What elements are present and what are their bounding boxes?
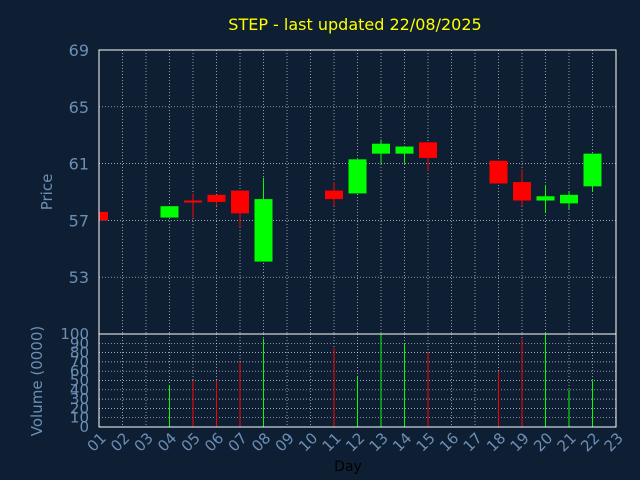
volume-tick-label: 80: [70, 344, 89, 362]
candle-body: [254, 199, 273, 262]
chart-title: STEP - last updated 22/08/2025: [228, 15, 481, 34]
price-axis-label: Price: [38, 174, 56, 211]
price-tick-label: 57: [69, 211, 89, 230]
volume-panel-frame: [98, 333, 617, 428]
candle-body: [325, 190, 343, 200]
candle-body: [99, 211, 108, 221]
volume-tick-label: 20: [70, 399, 89, 417]
candle-body: [419, 142, 437, 158]
price-y-ticks: 53 57 61 65 69: [69, 41, 89, 287]
candle-body: [372, 143, 390, 154]
candle-body: [395, 146, 414, 154]
candle-body: [160, 206, 179, 218]
candle-body: [184, 200, 202, 203]
price-tick-label: 53: [69, 268, 89, 287]
volume-tick-label: 50: [70, 372, 89, 390]
x-axis-label: Day: [334, 459, 362, 475]
volume-bars: [169, 334, 593, 427]
candles: [98, 139, 602, 262]
price-tick-label: 69: [69, 41, 89, 60]
candle-body: [207, 194, 226, 202]
volume-axis-label: Volume (0000): [28, 326, 46, 436]
volume-tick-label: 90: [70, 334, 89, 352]
candle-body: [231, 190, 249, 214]
price-tick-label: 65: [69, 98, 89, 117]
candle-body: [583, 153, 602, 187]
candle-body: [348, 159, 367, 194]
volume-tick-label: 60: [70, 362, 89, 380]
volume-tick-label: 10: [70, 409, 89, 427]
candle-body: [489, 160, 508, 184]
candle-body: [513, 182, 531, 201]
volume-tick-label: 0: [79, 418, 89, 436]
volume-tick-label: 100: [60, 325, 89, 343]
volume-tick-label: 30: [70, 390, 89, 408]
x-ticks: 0102030405060708091011121314151617181920…: [84, 429, 627, 455]
volume-tick-label: 70: [70, 353, 89, 371]
volume-tick-label: 40: [70, 381, 89, 399]
candle-body: [536, 196, 555, 201]
candle-body: [560, 194, 578, 204]
price-tick-label: 61: [69, 155, 89, 174]
